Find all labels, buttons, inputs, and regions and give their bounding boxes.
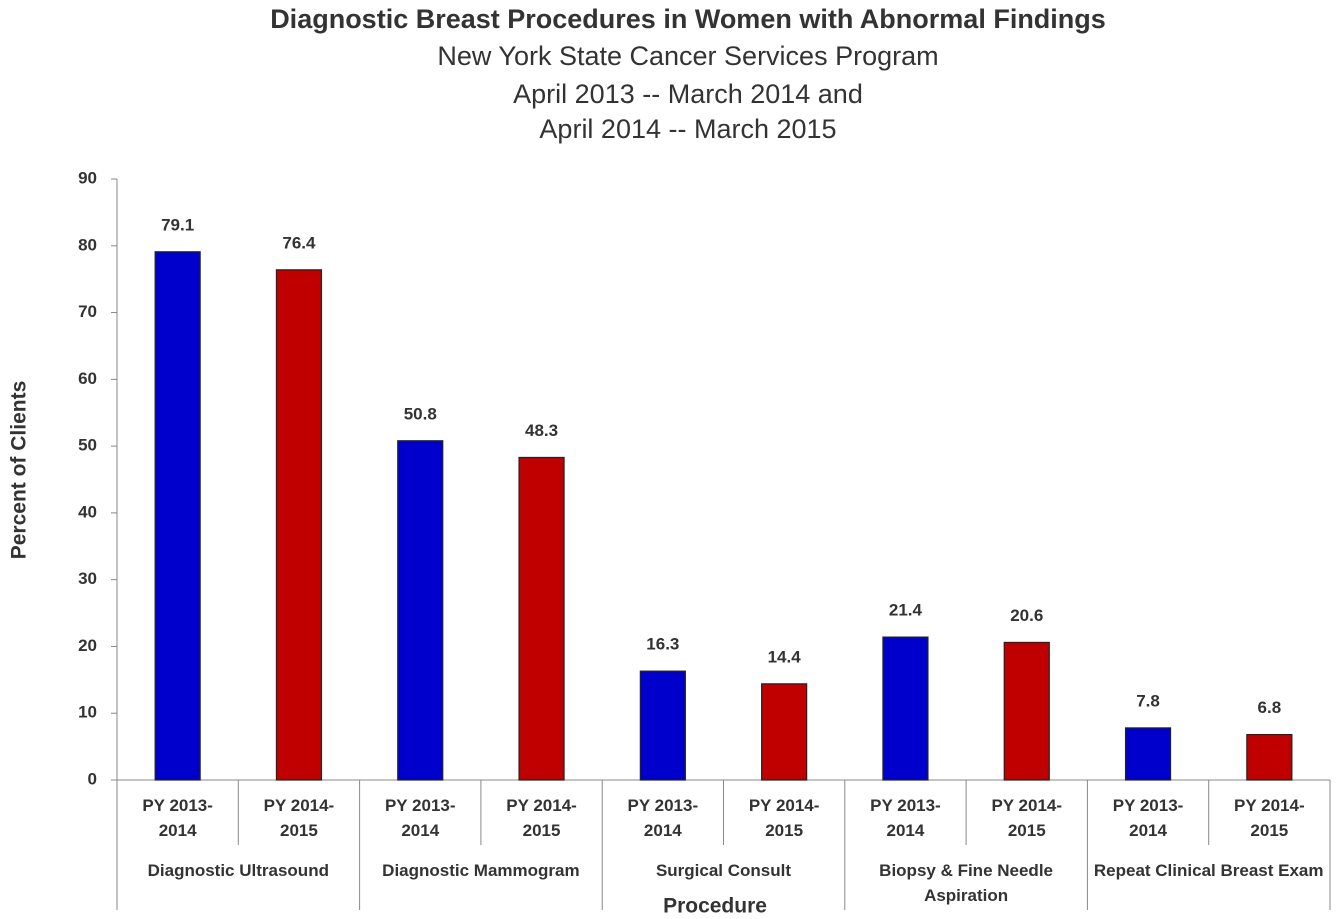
- value-label: 16.3: [646, 635, 679, 654]
- x-tick-label: PY 2013-2014: [1112, 796, 1184, 840]
- group-label: Diagnostic Ultrasound: [147, 861, 329, 880]
- x-tick-label: PY 2014-2015: [1234, 796, 1305, 840]
- bar: [1003, 641, 1050, 781]
- x-tick-label: PY 2014-2015: [991, 796, 1063, 840]
- bar: [518, 456, 565, 781]
- y-tick-label: 10: [78, 703, 97, 722]
- bar: [154, 251, 201, 781]
- x-tick-label: PY 2013-2014: [870, 796, 941, 840]
- value-label: 76.4: [282, 233, 316, 252]
- group-label: Diagnostic Mammogram: [382, 861, 580, 880]
- value-label: 14.4: [768, 647, 802, 666]
- value-label: 7.8: [1136, 691, 1160, 710]
- y-axis-title: Percent of Clients: [8, 381, 31, 560]
- value-label: 48.3: [525, 421, 558, 440]
- y-tick-label: 50: [78, 436, 97, 455]
- value-label: 21.4: [889, 601, 923, 620]
- bar: [1246, 733, 1293, 781]
- x-tick-label: PY 2013-2014: [627, 796, 699, 840]
- bar: [397, 440, 444, 781]
- y-tick-label: 20: [78, 636, 97, 655]
- group-label: Biopsy & Fine Needle Aspiration: [879, 861, 1053, 905]
- value-label: 6.8: [1258, 698, 1282, 717]
- value-label: 20.6: [1010, 606, 1043, 625]
- x-axis-title: Procedure: [663, 895, 767, 918]
- bar: [882, 636, 929, 781]
- x-tick-label: PY 2013-2014: [142, 796, 213, 840]
- y-tick-label: 0: [88, 769, 97, 788]
- bar: [275, 269, 323, 781]
- chart-subtitle: April 2014 -- March 2015: [539, 114, 836, 144]
- y-tick-label: 90: [78, 168, 97, 187]
- bar: [761, 683, 808, 781]
- bar: [1124, 727, 1172, 781]
- x-tick-label: PY 2014-2015: [263, 796, 335, 840]
- chart-subtitle: April 2013 -- March 2014 and: [513, 79, 863, 109]
- x-tick-label: PY 2014-2015: [506, 796, 577, 840]
- value-label: 79.1: [161, 215, 194, 234]
- group-label: Repeat Clinical Breast Exam: [1093, 861, 1324, 880]
- bar: [639, 670, 686, 781]
- chart-subtitle: New York State Cancer Services Program: [437, 41, 938, 71]
- value-label: 50.8: [404, 404, 437, 423]
- x-tick-label: PY 2013-2014: [384, 796, 456, 840]
- y-tick-label: 40: [78, 502, 97, 521]
- chart-title: Diagnostic Breast Procedures in Women wi…: [270, 4, 1106, 34]
- y-tick-label: 60: [78, 369, 97, 388]
- x-tick-label: PY 2014-2015: [748, 796, 820, 840]
- y-tick-label: 80: [78, 235, 97, 254]
- y-tick-label: 70: [78, 302, 97, 321]
- y-tick-label: 30: [78, 569, 97, 588]
- group-label: Surgical Consult: [655, 861, 792, 880]
